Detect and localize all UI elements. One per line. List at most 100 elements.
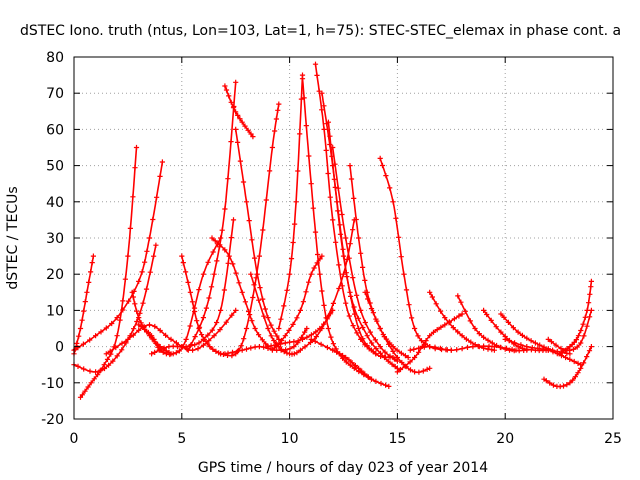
data-point bbox=[459, 346, 465, 352]
data-point bbox=[334, 199, 340, 205]
data-point bbox=[321, 302, 327, 308]
axes: 0 5 10 15 20 25 -20 -10 0 10 20 30 40 50 60 70 80 bbox=[41, 50, 622, 447]
data-point bbox=[427, 289, 433, 295]
plot-area bbox=[71, 61, 594, 400]
data-point bbox=[229, 312, 235, 318]
data-point bbox=[394, 347, 400, 353]
data-point bbox=[263, 341, 269, 347]
data-point bbox=[228, 99, 234, 105]
data-point bbox=[252, 255, 258, 261]
data-point bbox=[287, 346, 293, 352]
data-point bbox=[498, 311, 504, 317]
data-point bbox=[575, 360, 581, 366]
data-point bbox=[319, 253, 325, 259]
data-point bbox=[189, 299, 196, 305]
data-point bbox=[110, 358, 116, 364]
data-point bbox=[273, 342, 279, 348]
data-point bbox=[588, 284, 594, 290]
data-point bbox=[416, 369, 422, 375]
data-point bbox=[300, 299, 306, 305]
data-point bbox=[249, 318, 255, 324]
data-point bbox=[420, 368, 426, 374]
data-point bbox=[152, 323, 158, 330]
data-point bbox=[308, 181, 314, 187]
data-point bbox=[323, 147, 329, 153]
data-point bbox=[337, 351, 343, 357]
series-line bbox=[543, 345, 593, 388]
data-point bbox=[132, 165, 138, 171]
data-point bbox=[324, 344, 330, 351]
data-point bbox=[262, 306, 268, 312]
data-point bbox=[249, 237, 255, 243]
data-point bbox=[359, 368, 365, 374]
data-point bbox=[81, 308, 87, 314]
data-point bbox=[343, 354, 349, 361]
data-point bbox=[570, 346, 577, 352]
data-point bbox=[278, 346, 285, 352]
data-point bbox=[321, 126, 327, 132]
data-point bbox=[421, 344, 427, 350]
data-point bbox=[268, 343, 274, 349]
data-point bbox=[346, 313, 352, 319]
data-point bbox=[516, 348, 522, 354]
data-point bbox=[222, 247, 228, 253]
data-point bbox=[160, 349, 166, 355]
data-point bbox=[415, 333, 421, 339]
data-point bbox=[588, 278, 594, 284]
data-point bbox=[157, 327, 163, 334]
data-point bbox=[407, 347, 413, 353]
data-point bbox=[506, 338, 512, 344]
data-point bbox=[89, 260, 95, 266]
data-point bbox=[463, 336, 469, 342]
data-point bbox=[211, 333, 217, 339]
data-point bbox=[314, 72, 320, 78]
data-point bbox=[501, 314, 507, 320]
data-point bbox=[294, 315, 300, 321]
data-point bbox=[502, 336, 508, 342]
data-point bbox=[187, 323, 193, 329]
data-point bbox=[321, 103, 327, 109]
data-point bbox=[183, 344, 189, 350]
data-point bbox=[225, 260, 231, 266]
data-point bbox=[301, 95, 307, 101]
series-20 bbox=[265, 307, 336, 350]
data-point bbox=[312, 338, 318, 344]
data-point bbox=[217, 327, 223, 333]
data-point bbox=[402, 363, 408, 369]
data-point bbox=[321, 321, 327, 327]
series-7 bbox=[136, 235, 224, 358]
data-point bbox=[356, 235, 362, 241]
data-point bbox=[327, 311, 334, 317]
data-point bbox=[373, 378, 379, 384]
data-point bbox=[288, 256, 295, 262]
data-point bbox=[319, 288, 325, 294]
data-point bbox=[494, 342, 500, 349]
data-point bbox=[362, 277, 368, 283]
data-point bbox=[442, 315, 448, 321]
data-point bbox=[390, 199, 396, 205]
y-tick-label: 20 bbox=[46, 267, 64, 283]
data-point bbox=[268, 333, 274, 339]
data-point bbox=[586, 348, 593, 354]
data-point bbox=[429, 294, 435, 300]
data-point bbox=[243, 325, 250, 332]
data-point bbox=[350, 227, 356, 233]
data-point bbox=[222, 206, 228, 212]
data-point bbox=[226, 93, 232, 99]
data-point bbox=[367, 329, 373, 335]
data-point bbox=[265, 344, 271, 350]
data-point bbox=[245, 127, 251, 133]
data-point bbox=[147, 269, 153, 275]
data-point bbox=[180, 260, 186, 266]
series-21 bbox=[312, 61, 379, 357]
data-point bbox=[402, 353, 408, 359]
data-point bbox=[81, 366, 87, 372]
data-point bbox=[239, 289, 245, 295]
data-point bbox=[208, 284, 215, 290]
data-point bbox=[103, 351, 109, 357]
data-point bbox=[573, 337, 579, 343]
data-point bbox=[113, 344, 119, 351]
data-point bbox=[356, 365, 362, 371]
data-point bbox=[238, 343, 244, 349]
data-point bbox=[575, 333, 582, 339]
